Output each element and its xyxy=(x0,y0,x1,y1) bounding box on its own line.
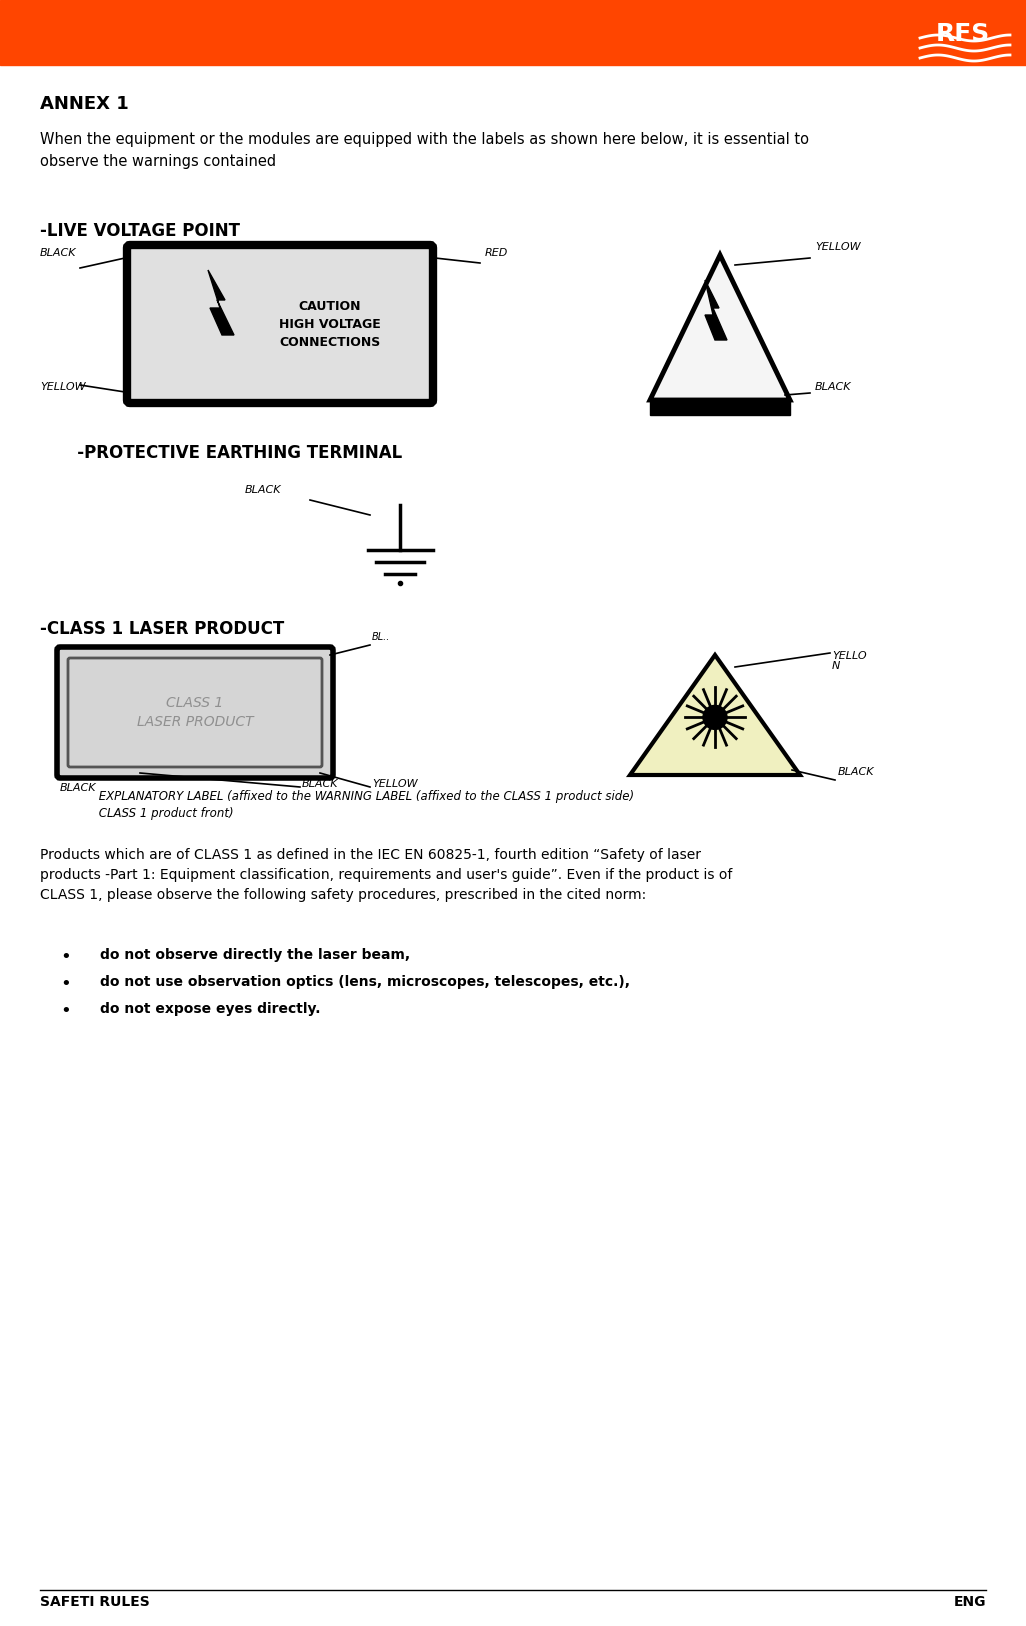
Bar xyxy=(0,0,1026,65)
Text: do not observe directly the laser beam,: do not observe directly the laser beam, xyxy=(100,948,410,963)
Text: ENG: ENG xyxy=(953,1595,986,1610)
Polygon shape xyxy=(650,255,790,400)
Text: RED: RED xyxy=(485,249,508,259)
Text: BLACK: BLACK xyxy=(40,249,77,259)
Text: -LIVE VOLTAGE POINT: -LIVE VOLTAGE POINT xyxy=(40,223,240,241)
Text: CLASS 1
LASER PRODUCT: CLASS 1 LASER PRODUCT xyxy=(136,696,253,728)
Text: do not use observation optics (lens, microscopes, telescopes, etc.),: do not use observation optics (lens, mic… xyxy=(100,976,630,989)
Text: -PROTECTIVE EARTHING TERMINAL: -PROTECTIVE EARTHING TERMINAL xyxy=(60,444,402,462)
Text: CAUTION
HIGH VOLTAGE
CONNECTIONS: CAUTION HIGH VOLTAGE CONNECTIONS xyxy=(279,299,381,348)
Text: BLACK: BLACK xyxy=(838,767,874,777)
Text: •: • xyxy=(60,948,71,966)
FancyBboxPatch shape xyxy=(57,647,333,777)
Text: YELLOW: YELLOW xyxy=(372,779,418,789)
Text: do not expose eyes directly.: do not expose eyes directly. xyxy=(100,1002,320,1016)
FancyBboxPatch shape xyxy=(127,246,433,403)
Text: CLASS 1 product front): CLASS 1 product front) xyxy=(95,806,234,820)
Text: YELLOW: YELLOW xyxy=(40,382,85,392)
Text: When the equipment or the modules are equipped with the labels as shown here bel: When the equipment or the modules are eq… xyxy=(40,132,808,169)
Text: BLACK: BLACK xyxy=(815,382,852,392)
Text: SAFETI RULES: SAFETI RULES xyxy=(40,1595,150,1610)
Text: ANNEX 1: ANNEX 1 xyxy=(40,94,128,112)
Text: EXPLANATORY LABEL (affixed to the WARNING LABEL (affixed to the CLASS 1 product : EXPLANATORY LABEL (affixed to the WARNIN… xyxy=(95,790,634,803)
Text: BLACK: BLACK xyxy=(60,784,96,793)
Text: BL..: BL.. xyxy=(372,633,390,642)
Bar xyxy=(650,400,790,415)
Polygon shape xyxy=(630,655,800,776)
Polygon shape xyxy=(208,270,234,335)
Circle shape xyxy=(703,706,727,730)
Text: YELLO
N: YELLO N xyxy=(832,650,867,670)
Text: -CLASS 1 LASER PRODUCT: -CLASS 1 LASER PRODUCT xyxy=(40,620,284,637)
Polygon shape xyxy=(705,280,727,340)
Text: YELLOW: YELLOW xyxy=(815,242,861,252)
Text: BLACK: BLACK xyxy=(302,779,339,789)
Text: •: • xyxy=(60,1002,71,1020)
Text: Products which are of CLASS 1 as defined in the IEC EN 60825-1, fourth edition “: Products which are of CLASS 1 as defined… xyxy=(40,849,733,902)
Text: RFS: RFS xyxy=(936,23,990,46)
Text: BLACK: BLACK xyxy=(245,485,281,494)
Text: •: • xyxy=(60,976,71,993)
